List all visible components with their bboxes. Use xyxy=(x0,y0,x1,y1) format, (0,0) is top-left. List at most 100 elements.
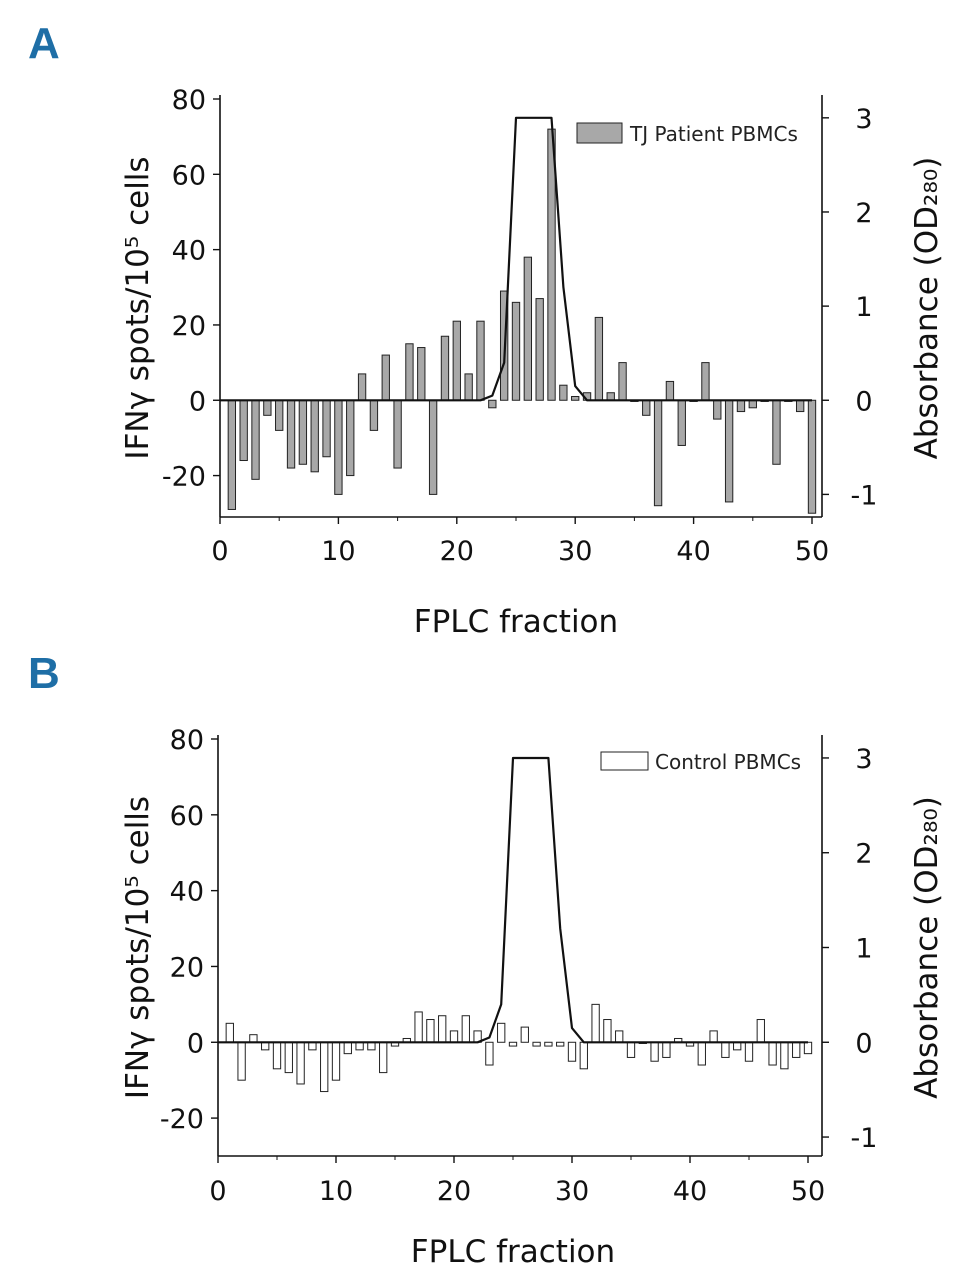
bar xyxy=(677,399,686,446)
bar xyxy=(772,399,781,465)
bar xyxy=(237,1041,246,1081)
x-tick-label: 10 xyxy=(321,536,355,567)
bar xyxy=(594,316,604,401)
x-tick-label: 0 xyxy=(209,1176,226,1207)
bar xyxy=(697,1041,706,1066)
bar xyxy=(322,399,331,458)
bar xyxy=(476,320,485,401)
y-axis-title: IFNγ spots/10⁵ cells xyxy=(120,156,156,459)
bar xyxy=(606,392,615,401)
y-tick-label: 0 xyxy=(189,386,206,417)
bar xyxy=(320,1041,329,1093)
bar xyxy=(523,256,533,401)
bar xyxy=(227,399,237,510)
bar xyxy=(615,1030,624,1043)
bar xyxy=(736,399,746,413)
x-tick-label: 50 xyxy=(795,536,829,567)
bar xyxy=(331,1041,341,1081)
bar xyxy=(485,1041,494,1066)
y2-tick-label: 0 xyxy=(855,386,872,417)
bar xyxy=(310,399,319,473)
bar xyxy=(535,298,544,401)
bar xyxy=(662,1041,671,1058)
bar xyxy=(556,1041,565,1047)
bar xyxy=(428,399,438,495)
bar xyxy=(393,399,402,469)
bar xyxy=(355,1041,364,1051)
bar xyxy=(567,1041,577,1062)
bar xyxy=(768,1041,777,1066)
bar xyxy=(461,1015,470,1043)
bar xyxy=(357,373,367,401)
y2-tick-label: 1 xyxy=(855,934,872,965)
panel-label: B xyxy=(28,649,60,698)
bar xyxy=(417,347,426,401)
y2-tick-label: 1 xyxy=(855,292,872,323)
bar xyxy=(379,1041,388,1074)
bar xyxy=(452,320,461,401)
legend-swatch xyxy=(600,751,649,771)
y-tick-label: 40 xyxy=(170,877,204,908)
bar xyxy=(296,1041,305,1085)
bar xyxy=(803,1041,813,1055)
x-tick-label: 0 xyxy=(211,536,228,567)
bar xyxy=(464,373,473,401)
legend: TJ Patient PBMCs xyxy=(576,122,798,146)
y2-tick-label: 3 xyxy=(855,104,872,135)
bar xyxy=(650,1041,659,1062)
bar xyxy=(308,1041,317,1051)
bar xyxy=(381,354,390,401)
bar xyxy=(286,399,296,469)
bar xyxy=(756,1019,765,1043)
y2-tick-label: 3 xyxy=(855,744,872,775)
bar xyxy=(343,1041,352,1055)
bar xyxy=(618,362,627,401)
bar xyxy=(369,399,379,431)
x-tick-label: 20 xyxy=(437,1176,471,1207)
bar xyxy=(440,335,450,401)
bar xyxy=(721,1041,730,1058)
x-axis-title: FPLC fraction xyxy=(411,1234,615,1270)
y2-axis-title: Absorbance (OD₂₈₀) xyxy=(909,796,945,1099)
bar xyxy=(367,1041,376,1051)
bar xyxy=(272,1041,282,1070)
bar xyxy=(334,399,343,495)
bar xyxy=(724,399,734,503)
bar xyxy=(346,399,355,477)
legend-label: TJ Patient PBMCs xyxy=(629,122,798,146)
y2-tick-label: 0 xyxy=(855,1028,872,1059)
absorbance-line xyxy=(218,756,808,1044)
y-tick-label: 60 xyxy=(170,801,204,832)
bar xyxy=(225,1022,234,1043)
bar xyxy=(626,1041,636,1058)
bar xyxy=(239,399,248,462)
bar xyxy=(792,1041,801,1058)
bar xyxy=(488,399,497,409)
bar xyxy=(780,1041,789,1070)
bar xyxy=(795,399,805,413)
bar xyxy=(497,1022,506,1043)
y2-tick-label: 2 xyxy=(855,198,872,229)
y-tick-label: 20 xyxy=(170,952,204,983)
bar xyxy=(733,1041,742,1051)
bar xyxy=(544,1041,553,1047)
y-tick-label: 0 xyxy=(187,1028,204,1059)
chart-panel-b: B 0 10 20 30 40 50 -20 0 20 40 60 80 -1 0 1 2 3 FPLC fract… xyxy=(28,649,945,1270)
y-tick-label: -20 xyxy=(160,1104,204,1135)
bar xyxy=(249,1034,258,1043)
bar xyxy=(591,1003,600,1043)
legend: Control PBMCs xyxy=(600,750,801,774)
legend-label: Control PBMCs xyxy=(655,750,801,774)
x-tick-label: 10 xyxy=(319,1176,353,1207)
bar xyxy=(713,399,722,420)
bar xyxy=(709,1030,718,1043)
bar xyxy=(653,399,663,507)
y2-axis-title: Absorbance (OD₂₈₀) xyxy=(909,157,945,460)
bar xyxy=(275,399,284,431)
bar xyxy=(807,399,817,514)
y-tick-label: 20 xyxy=(172,311,206,342)
bar xyxy=(508,1041,518,1047)
bar xyxy=(701,362,710,401)
bar xyxy=(251,399,260,480)
